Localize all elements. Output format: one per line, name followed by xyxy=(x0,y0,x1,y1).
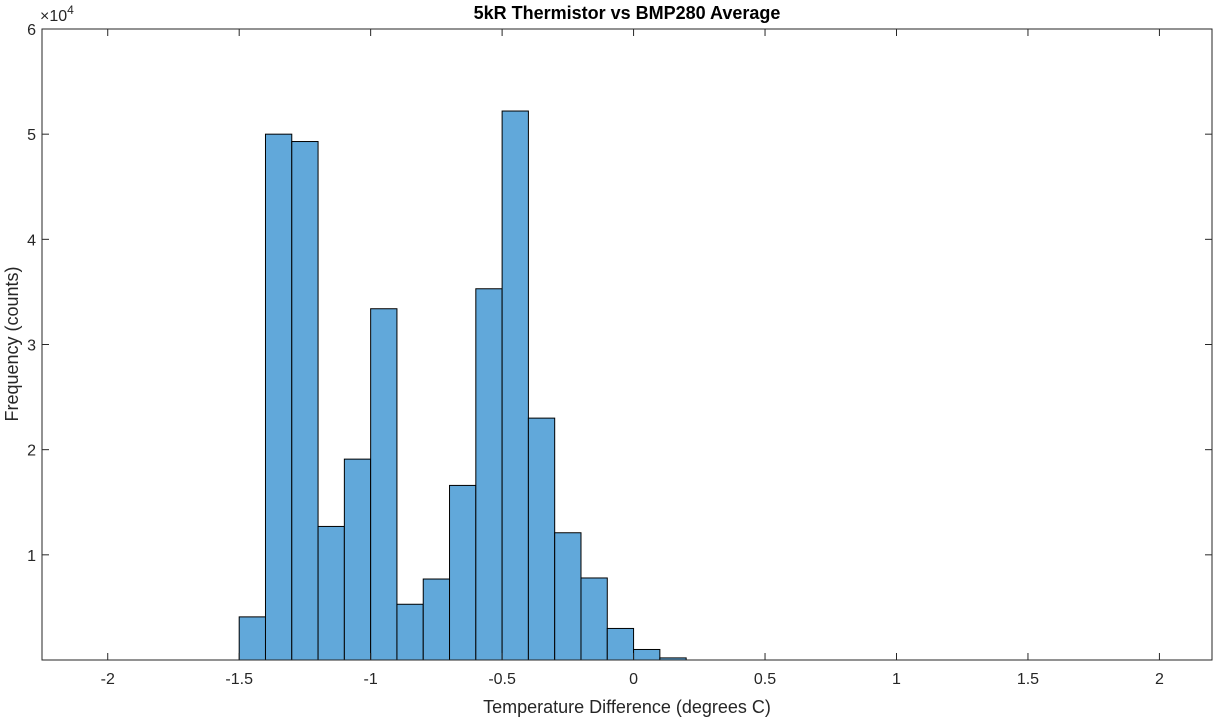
chart-title: 5kR Thermistor vs BMP280 Average xyxy=(474,3,781,23)
y-axis-exponent-base: ×10 xyxy=(40,8,67,25)
histogram-bar xyxy=(527,417,556,661)
histogram-bar xyxy=(501,110,529,661)
x-tick-label: -1 xyxy=(364,671,378,688)
histogram-bar xyxy=(554,532,582,661)
histogram-bar xyxy=(291,141,319,661)
y-axis-label: Frequency (counts) xyxy=(2,266,22,421)
x-tick-label: 0.5 xyxy=(754,671,776,688)
y-tick-label: 5 xyxy=(27,127,36,144)
plot-area-frame xyxy=(41,28,1213,661)
histogram-bar xyxy=(370,308,398,661)
x-axis-label: Temperature Difference (degrees C) xyxy=(483,697,771,717)
x-axis-ticks: -2 -1.5 -1 -0.5 0 0.5 1 1.5 2 xyxy=(101,29,1164,688)
y-axis-exponent-power: 4 xyxy=(67,3,74,17)
x-tick-label: 1 xyxy=(892,671,901,688)
x-tick-label: -2 xyxy=(101,671,115,688)
y-tick-label: 2 xyxy=(27,443,36,460)
x-tick-label: 1.5 xyxy=(1017,671,1039,688)
x-tick-label: -0.5 xyxy=(488,671,516,688)
y-axis-exponent: ×104 xyxy=(40,3,74,25)
histogram-bar xyxy=(633,648,661,661)
histogram-bar xyxy=(238,616,266,661)
histogram-bar xyxy=(422,578,451,661)
y-tick-label: 1 xyxy=(27,548,36,565)
y-tick-label: 3 xyxy=(27,338,36,355)
histogram-bar xyxy=(317,525,345,661)
y-tick-label: 4 xyxy=(27,232,36,249)
histogram-bar xyxy=(264,133,293,661)
histogram-bar xyxy=(580,577,608,661)
x-tick-label: 2 xyxy=(1155,671,1164,688)
histogram-bar xyxy=(606,627,635,661)
y-axis-ticks: 1 2 3 4 5 6 xyxy=(27,22,1212,565)
x-tick-label: 0 xyxy=(629,671,638,688)
histogram-bar xyxy=(475,288,503,661)
histogram-bar xyxy=(396,603,424,661)
x-tick-label: -1.5 xyxy=(225,671,253,688)
histogram-bars xyxy=(238,110,687,661)
histogram-bar xyxy=(449,484,477,661)
histogram-bar xyxy=(343,458,372,661)
y-tick-label: 6 xyxy=(27,22,36,39)
